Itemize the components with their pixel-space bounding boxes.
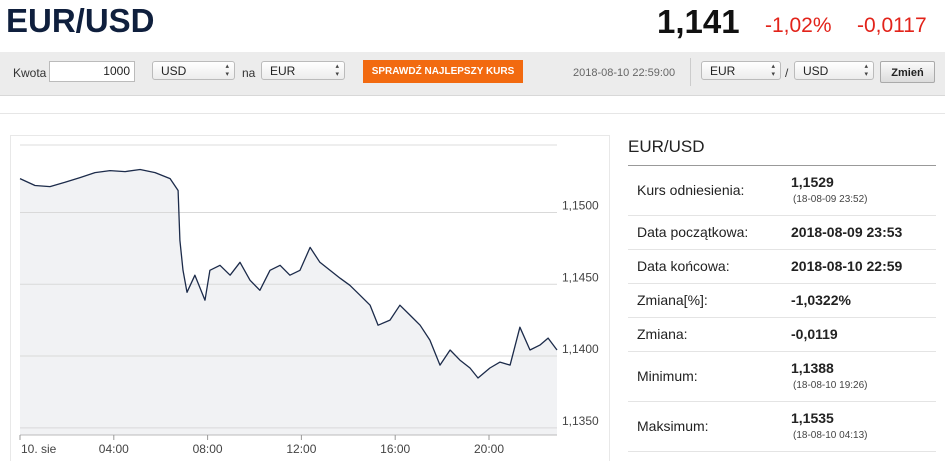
row-note: (18-08-09 23:52) bbox=[793, 194, 868, 205]
to-label: na bbox=[242, 66, 256, 80]
price-area bbox=[20, 169, 557, 435]
price: 1,141 bbox=[657, 3, 740, 40]
pair-title: EUR/USD bbox=[6, 2, 155, 39]
best-rate-button[interactable]: SPRAWDŹ NAJLEPSZY KURS bbox=[363, 60, 523, 83]
details-row: Minimum: 1,1388 (18-08-10 19:26) bbox=[628, 352, 936, 402]
row-label: Maksimum: bbox=[637, 418, 709, 434]
y-tick-label: 1,1500 bbox=[562, 199, 599, 213]
details-row: Maksimum: 1,1535 (18-08-10 04:13) bbox=[628, 402, 936, 452]
separator-line bbox=[0, 113, 945, 114]
row-value: 1,1529 bbox=[791, 174, 834, 190]
y-tick-label: 1,1400 bbox=[562, 342, 599, 356]
from-select[interactable]: USD bbox=[152, 61, 235, 80]
row-value: -0,0119 bbox=[791, 326, 838, 342]
x-tick-label: 04:00 bbox=[99, 442, 129, 456]
y-tick-label: 1,1450 bbox=[562, 270, 599, 284]
row-note: (18-08-10 04:13) bbox=[793, 430, 868, 441]
chart-panel bbox=[10, 135, 610, 461]
row-label: Data końcowa: bbox=[637, 258, 730, 274]
swap-button[interactable]: Zmień bbox=[880, 61, 935, 83]
row-value: 1,1535 bbox=[791, 410, 834, 426]
row-label: Data początkowa: bbox=[637, 224, 749, 240]
row-value: 2018-08-09 23:53 bbox=[791, 224, 903, 240]
row-label: Kurs odniesienia: bbox=[637, 182, 745, 198]
amount-input[interactable]: 1000 bbox=[49, 61, 135, 82]
divider bbox=[690, 58, 691, 86]
row-label: Zmiana: bbox=[637, 326, 688, 342]
price-line bbox=[19, 168, 558, 379]
row-label: Minimum: bbox=[637, 368, 698, 384]
separator: / bbox=[785, 66, 789, 80]
details-row: Zmiana[%]: -1,0322% bbox=[628, 284, 936, 318]
details-row: Data końcowa: 2018-08-10 22:59 bbox=[628, 250, 936, 284]
change-percent: -1,02% bbox=[765, 14, 832, 37]
quote-select[interactable]: USD bbox=[794, 61, 874, 80]
x-tick-label: 10. sie bbox=[21, 442, 57, 456]
details-rule bbox=[628, 165, 936, 166]
x-tick-label: 12:00 bbox=[286, 442, 316, 456]
details-title: EUR/USD bbox=[628, 137, 705, 156]
details-row: Data początkowa: 2018-08-09 23:53 bbox=[628, 216, 936, 250]
row-value: 2018-08-10 22:59 bbox=[791, 258, 903, 274]
details-row: Zmiana: -0,0119 bbox=[628, 318, 936, 352]
to-select[interactable]: EUR bbox=[261, 61, 345, 80]
row-value: -1,0322% bbox=[791, 292, 851, 308]
change: -0,0117 bbox=[857, 14, 927, 37]
chart: 1,1350 1,1400 1,1450 1,1500 10. sie 04:00 08:0… bbox=[19, 144, 599, 456]
x-tick-label: 08:00 bbox=[193, 442, 223, 456]
timestamp: 2018-08-10 22:59:00 bbox=[573, 67, 676, 79]
row-value: 1,1388 bbox=[791, 360, 834, 376]
y-tick-label: 1,1350 bbox=[562, 414, 599, 428]
x-tick-label: 16:00 bbox=[380, 442, 410, 456]
row-label: Zmiana[%]: bbox=[637, 292, 708, 308]
base-select[interactable]: EUR bbox=[701, 61, 781, 80]
x-tick-label: 20:00 bbox=[474, 442, 504, 456]
amount-label: Kwota bbox=[13, 66, 47, 80]
details-row: Kurs odniesienia: 1,1529 (18-08-09 23:52) bbox=[628, 166, 936, 216]
row-note: (18-08-10 19:26) bbox=[793, 380, 868, 391]
